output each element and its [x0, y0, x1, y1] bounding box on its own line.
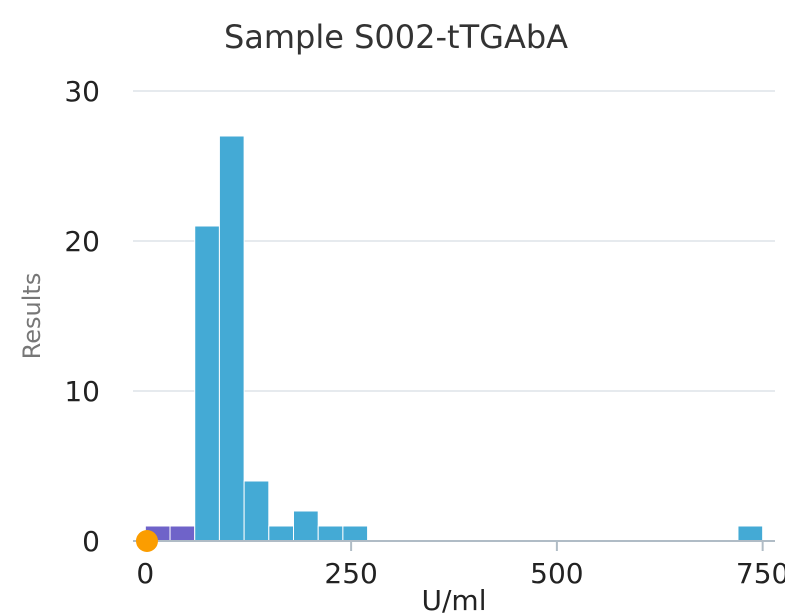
- histogram-bar-9[interactable]: [737, 525, 764, 542]
- histogram-bar-7[interactable]: [317, 525, 344, 542]
- x-tick-label-750: 750: [736, 557, 785, 590]
- sample-marker-layer: [135, 530, 158, 552]
- y-tick-label-30: 30: [64, 75, 100, 108]
- x-axis: [133, 540, 775, 551]
- histogram-bar-2[interactable]: [194, 225, 220, 542]
- histogram-bar-1[interactable]: [169, 525, 196, 542]
- bars: [144, 135, 764, 542]
- histogram-bar-8[interactable]: [342, 525, 369, 542]
- x-axis-label: U/ml: [422, 584, 487, 616]
- chart-title: Sample S002-tTGAbA: [224, 18, 568, 56]
- y-tick-label-0: 0: [82, 525, 100, 558]
- y-tick-labels: 0 10 20 30: [64, 75, 100, 558]
- y-tick-label-10: 10: [64, 375, 100, 408]
- y-axis-label: Results: [18, 273, 46, 360]
- histogram-bar-3[interactable]: [218, 135, 245, 542]
- x-tick-labels: 0 250 500 750: [136, 557, 785, 590]
- histogram-bar-5[interactable]: [268, 525, 294, 542]
- x-tick-label-500: 500: [530, 557, 583, 590]
- x-tick-label-0: 0: [136, 557, 154, 590]
- histogram-bar-6[interactable]: [293, 510, 319, 542]
- y-tick-label-20: 20: [64, 225, 100, 258]
- sample-marker[interactable]: [135, 530, 158, 552]
- histogram-bar-4[interactable]: [243, 480, 270, 542]
- x-tick-label-250: 250: [324, 557, 377, 590]
